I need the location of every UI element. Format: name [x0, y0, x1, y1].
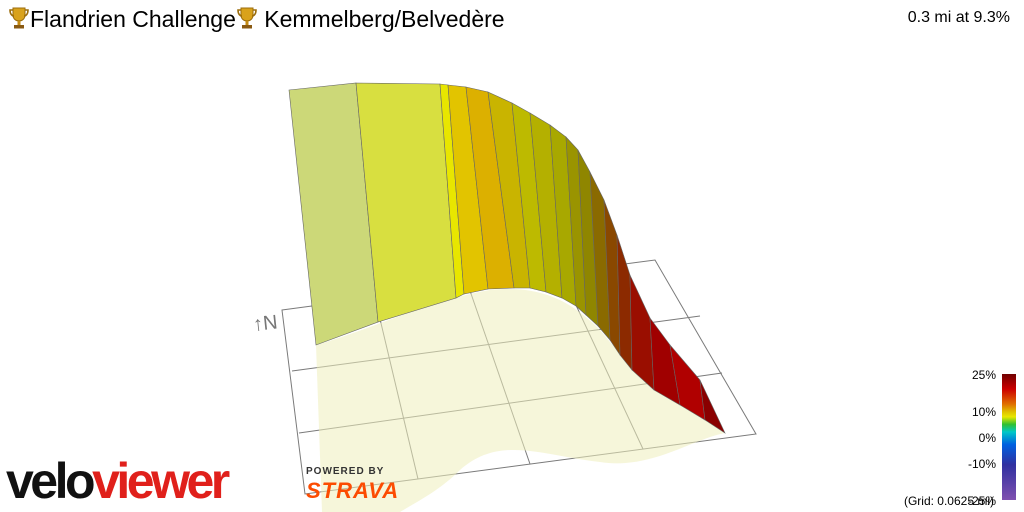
- segment-title-part1: Flandrien Challenge: [30, 6, 236, 32]
- segment-title-part2: Kemmelberg/Belvedère: [257, 6, 505, 32]
- elevation-profile-wall: [288, 82, 726, 434]
- north-indicator: ↑N: [252, 311, 279, 336]
- legend-tick: 10%: [971, 405, 996, 419]
- logo-viewer: viewer: [92, 453, 230, 509]
- profile-shadow: [316, 289, 725, 512]
- strava-logo: STRAVA: [306, 478, 400, 503]
- gradient-color-bar: [1002, 374, 1016, 500]
- segment-stats: 0.3 mi at 9.3%: [907, 9, 1010, 26]
- grid-scale-note: (Grid: 0.0625 mi): [903, 494, 994, 508]
- trophy-icon: [9, 7, 29, 29]
- veloviewer-logo[interactable]: veloviewer: [6, 452, 230, 510]
- legend-tick: -10%: [967, 457, 996, 471]
- logo-velo: velo: [6, 453, 96, 509]
- powered-by-label: POWERED BY: [306, 466, 385, 477]
- legend-tick: -25%: [967, 494, 996, 508]
- segment-title: Flandrien Challenge Kemmelberg/Belvedère: [8, 5, 505, 33]
- powered-by-strava[interactable]: POWERED BY STRAVA: [306, 466, 399, 504]
- trophy-icon: [237, 7, 257, 29]
- legend-tick: 0%: [978, 431, 996, 445]
- gradient-legend: 25% 10% 0% -10% -25%: [940, 366, 1024, 512]
- legend-tick: 25%: [971, 368, 996, 382]
